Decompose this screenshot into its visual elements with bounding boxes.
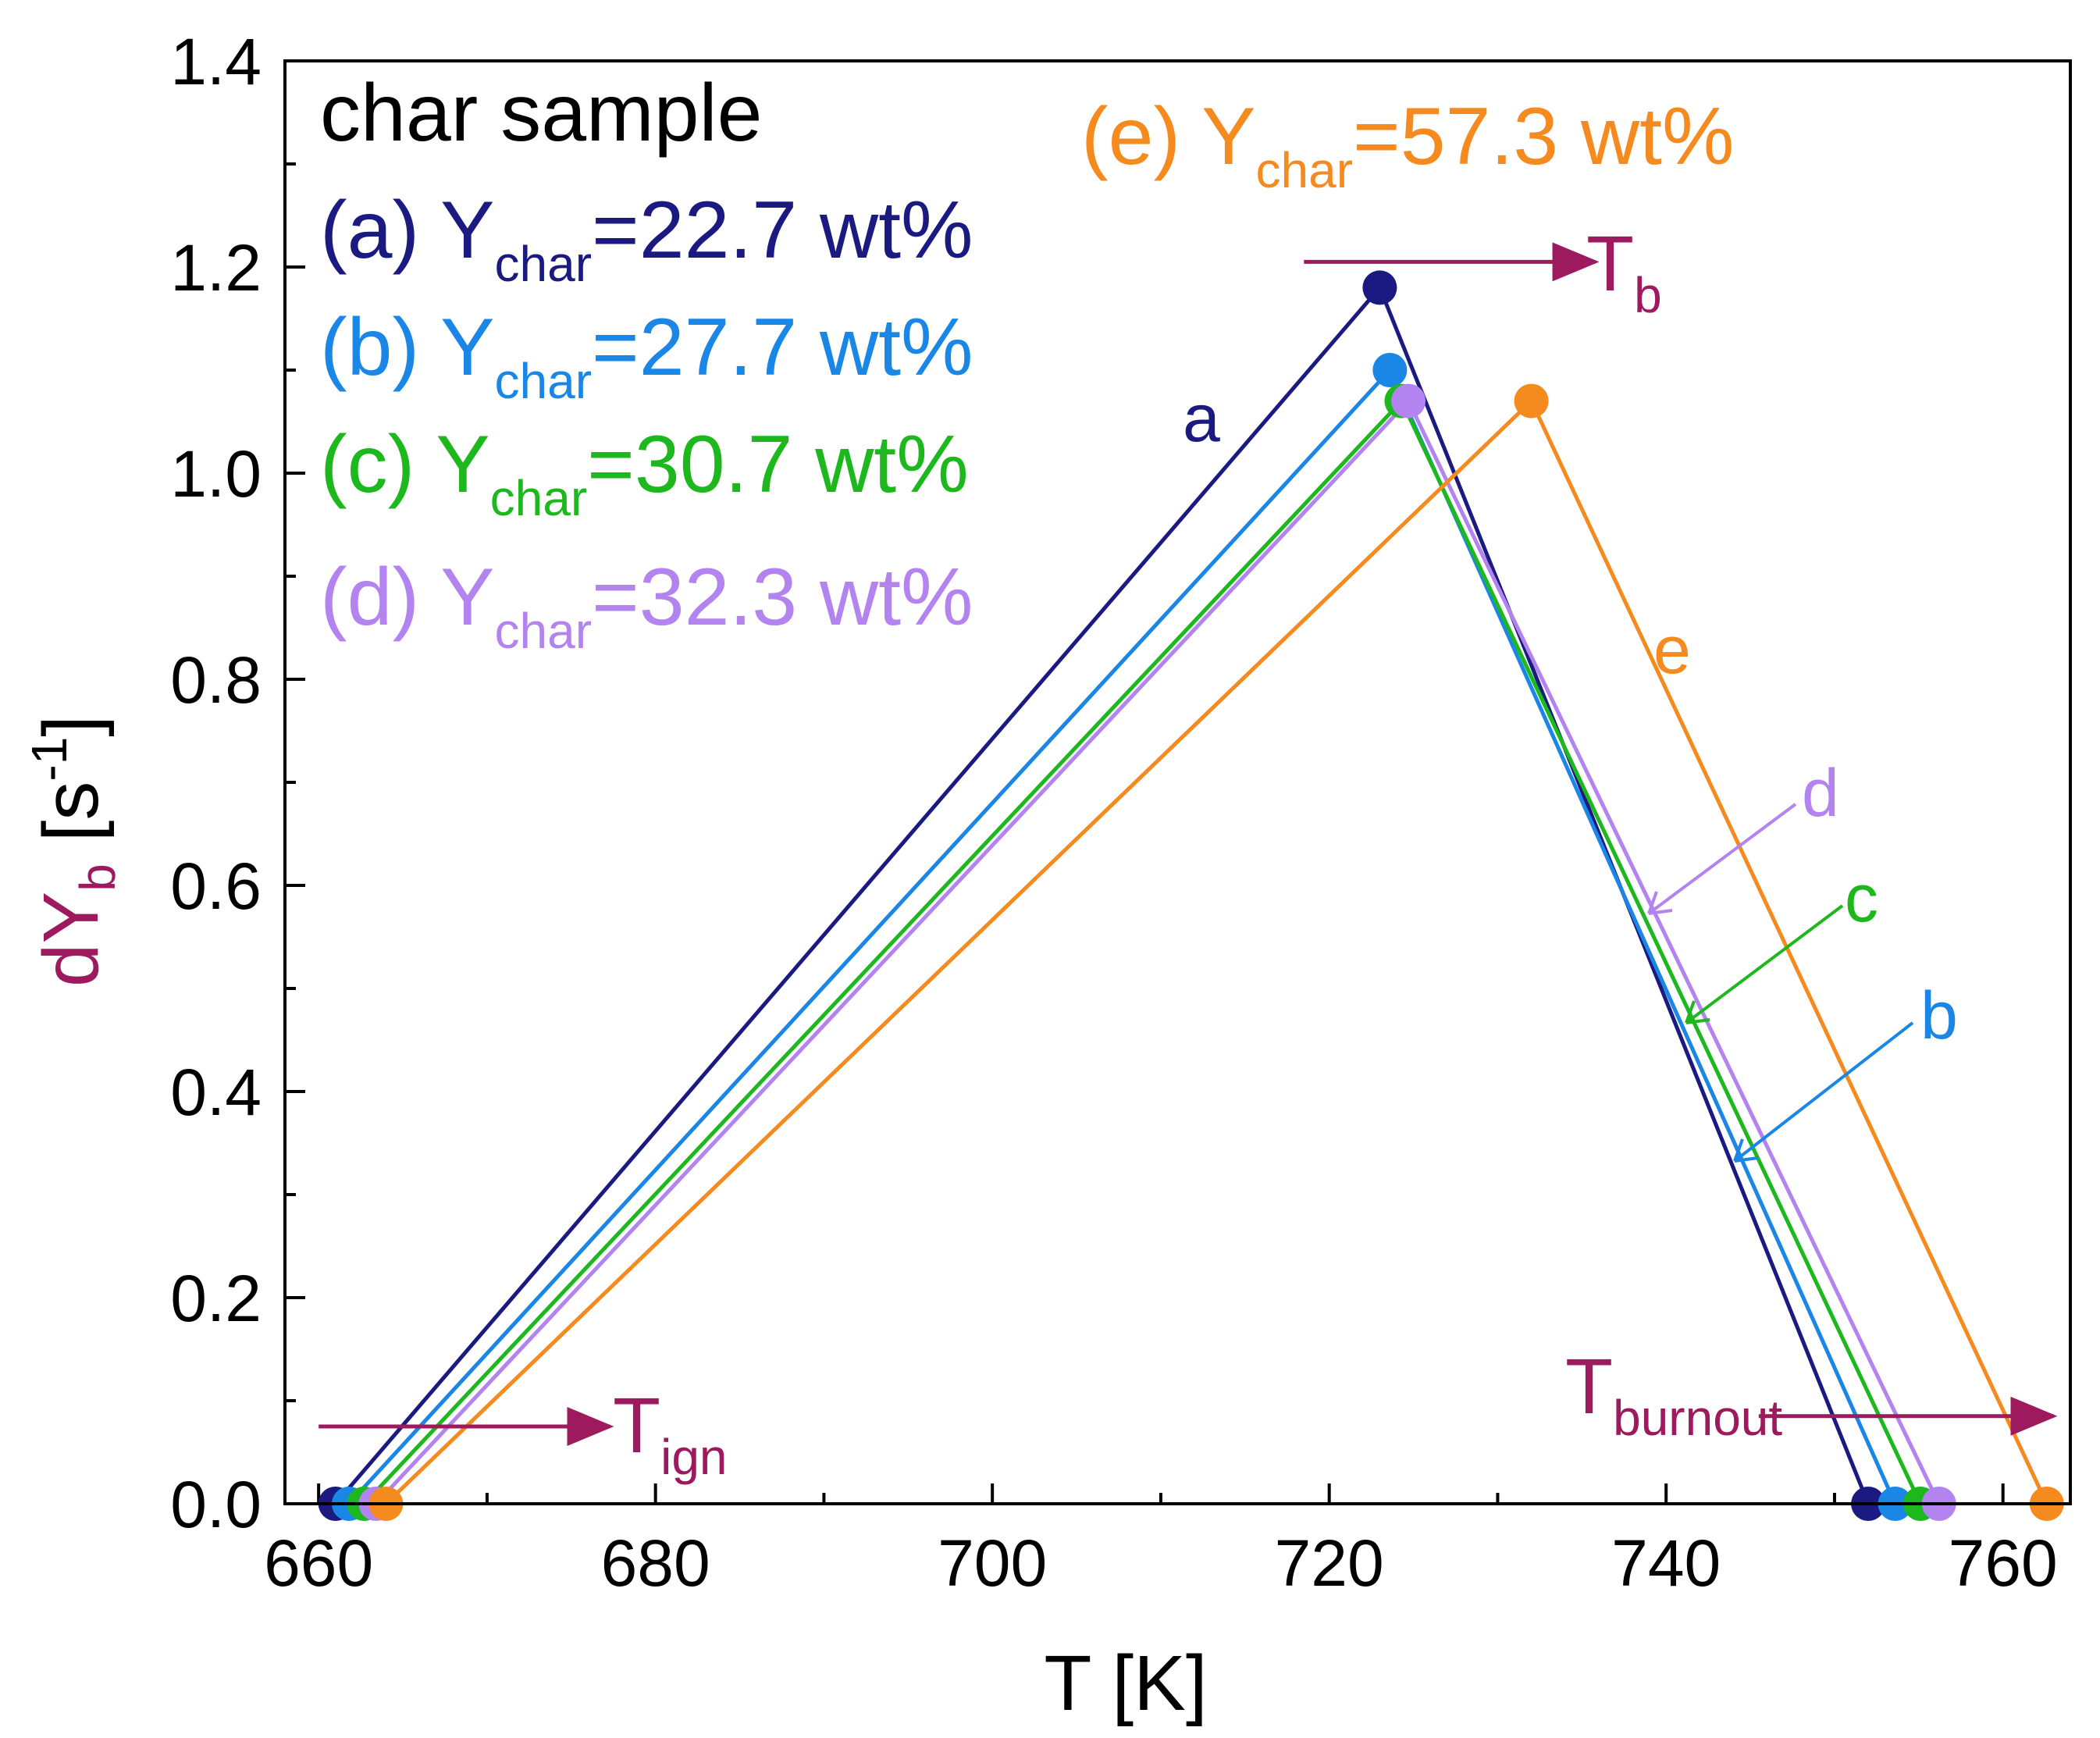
y-axis-title-sub: b xyxy=(69,864,126,892)
y-tick-label: 0.8 xyxy=(170,643,262,717)
data-point-b-1 xyxy=(1372,353,1408,387)
x-tick-label: 700 xyxy=(938,1526,1047,1600)
label-pointers xyxy=(1647,803,1914,1163)
annotation-tign: Tign xyxy=(613,1382,728,1485)
x-tick-label: 660 xyxy=(264,1526,373,1600)
annotations xyxy=(319,242,2058,1446)
data-markers xyxy=(318,270,2064,1521)
annotation-tburnout: Tburnout xyxy=(1565,1343,1782,1446)
x-tick-label: 740 xyxy=(1611,1526,1721,1600)
pointer-b-head xyxy=(1733,1138,1759,1163)
y-tick-label: 0.6 xyxy=(170,849,262,923)
pointer-d-head xyxy=(1647,891,1673,915)
x-tick-label: 720 xyxy=(1275,1526,1384,1600)
y-tick-label: 0.4 xyxy=(170,1056,262,1129)
y-axis-title-exp: -1 xyxy=(21,737,77,782)
y-axis-title: dYb [s-1] xyxy=(21,715,126,987)
x-tick-label: 760 xyxy=(1949,1526,2058,1600)
legend-entry-e: (e) Ychar=57.3 wt% xyxy=(1081,91,1735,198)
curve-label-c: c xyxy=(1845,861,1878,936)
pointer-b xyxy=(1733,1021,1914,1163)
y-axis-title-main: dY xyxy=(27,892,115,987)
pointer-c-head xyxy=(1685,1000,1710,1024)
data-point-e-1 xyxy=(1514,383,1549,418)
x-axis-title: T [K] xyxy=(1044,1640,1207,1727)
y-axis-title-close: ] xyxy=(27,715,115,737)
legend-entry-c: (c) Ychar=30.7 wt% xyxy=(320,419,969,526)
y-tick-label: 1.2 xyxy=(170,231,262,305)
y-tick-label: 1.0 xyxy=(170,437,262,511)
curve-label-e: e xyxy=(1653,613,1691,688)
curve-label-b: b xyxy=(1920,978,1958,1053)
y-tick-labels: 0.0 0.2 0.4 0.6 0.8 1.0 1.2 1.4 xyxy=(170,25,262,1541)
x-tick-labels: 660 680 700 720 740 760 xyxy=(264,1526,2058,1600)
y-tick-label: 0.0 xyxy=(170,1468,262,1541)
legend-entry-b: (b) Ychar=27.7 wt% xyxy=(320,302,973,409)
data-point-d-1 xyxy=(1391,383,1426,418)
legend-title: char sample xyxy=(320,68,762,158)
plot-frame xyxy=(283,59,2072,1505)
legend: char sample (a) Ychar=22.7 wt% (b) Ychar… xyxy=(320,68,1735,659)
legend-entry-d: (d) Ychar=32.3 wt% xyxy=(320,552,973,659)
pointer-d xyxy=(1647,803,1797,915)
pointer-c xyxy=(1685,904,1844,1024)
data-point-a-1 xyxy=(1362,270,1397,305)
annotation-tb: Tb xyxy=(1586,220,1662,323)
legend-entry-a: (a) Ychar=22.7 wt% xyxy=(320,185,973,292)
y-tick-label: 0.2 xyxy=(170,1262,262,1335)
curve-label-d: d xyxy=(1802,756,1839,831)
y-axis-title-unit: [s xyxy=(27,782,115,864)
x-tick-label: 680 xyxy=(601,1526,710,1600)
series-line-b xyxy=(347,366,1897,1505)
curve-label-a: a xyxy=(1183,381,1220,456)
y-tick-label: 1.4 xyxy=(170,25,262,98)
